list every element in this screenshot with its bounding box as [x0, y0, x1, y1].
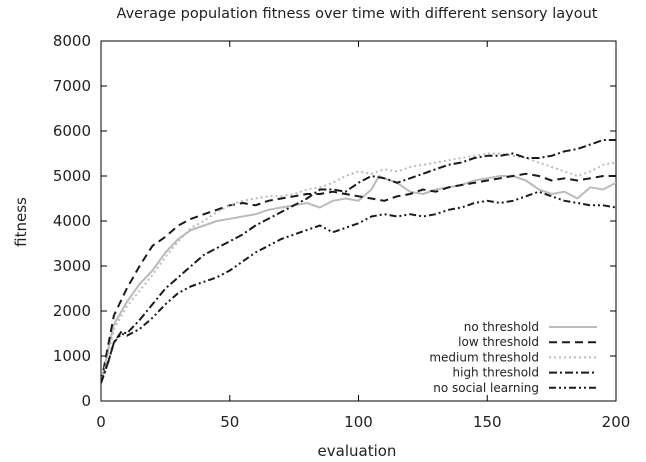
x-tick-label: 50 — [220, 413, 239, 431]
legend-label: medium threshold — [429, 350, 539, 364]
y-tick-label: 4000 — [53, 212, 91, 230]
y-tick-label: 1000 — [53, 347, 91, 365]
series-line-no-threshold — [101, 175, 616, 384]
legend-label: no social learning — [433, 381, 539, 395]
y-axis-label: fitness — [12, 197, 30, 247]
legend-label: high threshold — [453, 366, 540, 380]
y-tick-label: 3000 — [53, 257, 91, 275]
x-axis-label: evaluation — [318, 442, 397, 460]
legend-label: low threshold — [458, 335, 539, 349]
y-tick-label: 0 — [81, 392, 91, 410]
x-tick-label: 150 — [473, 413, 502, 431]
y-tick-label: 8000 — [53, 32, 91, 50]
x-tick-label: 0 — [96, 413, 106, 431]
legend-label: no threshold — [464, 320, 539, 334]
series-line-high-threshold — [101, 139, 616, 384]
series-line-no-social-learning — [101, 190, 616, 384]
y-tick-label: 6000 — [53, 122, 91, 140]
x-tick-label: 200 — [602, 413, 631, 431]
chart-title: Average population fitness over time wit… — [117, 6, 598, 22]
y-tick-label: 5000 — [53, 167, 91, 185]
x-tick-label: 100 — [344, 413, 373, 431]
y-tick-label: 7000 — [53, 77, 91, 95]
y-tick-label: 2000 — [53, 302, 91, 320]
plot-area: 0 50 100 150 2000100020003000400050006000700… — [53, 32, 631, 431]
